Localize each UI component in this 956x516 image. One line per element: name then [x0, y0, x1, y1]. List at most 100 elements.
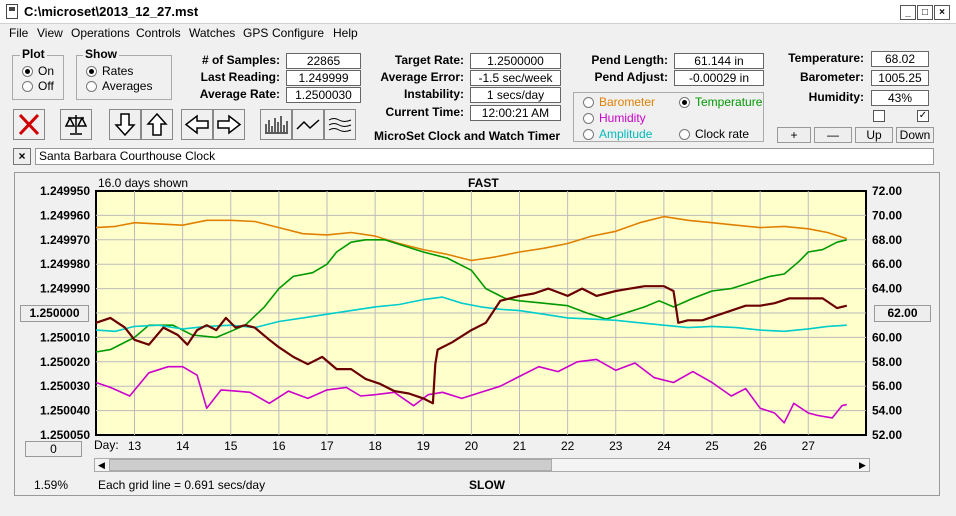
x-tick-label: 19 — [417, 439, 431, 453]
wave-graph-button[interactable] — [324, 109, 356, 140]
y-right-tick-label: 66.00 — [872, 257, 902, 271]
y-left-tick-label: 1.250050 — [40, 428, 90, 442]
samples-value: 22865 — [286, 53, 361, 69]
scroll-right-arrow-icon[interactable]: ▶ — [859, 460, 866, 470]
y-right-tick-label: 70.00 — [872, 208, 902, 222]
plot-on-radio[interactable] — [22, 66, 33, 77]
y-left-tick-label: 1.250040 — [40, 404, 90, 418]
x-tick-label: 13 — [128, 439, 142, 453]
plot-on-label: On — [38, 64, 55, 78]
scale-up-button[interactable]: Up — [855, 127, 893, 143]
temperature-radio[interactable] — [679, 97, 690, 108]
y-left-tick-label: 1.249970 — [40, 233, 90, 247]
line-graph-button[interactable] — [292, 109, 324, 140]
x-tick-label: 21 — [513, 439, 527, 453]
day-prefix-label: Day: — [94, 438, 119, 452]
menu-file[interactable]: File — [9, 26, 29, 40]
pend-adjust-value: -0.00029 in — [674, 70, 764, 86]
scroll-left-arrow-icon[interactable]: ◀ — [98, 460, 105, 470]
menu-operations[interactable]: Operations — [71, 26, 130, 40]
barometer-radio[interactable] — [583, 97, 594, 108]
x-tick-label: 26 — [753, 439, 767, 453]
scale-plus-button[interactable]: + — [777, 127, 811, 143]
average-rate-value: 1.2500030 — [286, 87, 361, 103]
menu-controls[interactable]: Controls — [136, 26, 181, 40]
series-line-temperature — [95, 239, 847, 353]
amplitude-option-label: Amplitude — [599, 127, 653, 141]
show-rates-radio[interactable] — [86, 66, 97, 77]
show-rates-label: Rates — [102, 64, 134, 78]
watch-name-field[interactable]: Santa Barbara Courthouse Clock — [35, 148, 934, 165]
menu-view[interactable]: View — [37, 26, 63, 40]
zero-button[interactable]: 0 — [25, 441, 82, 457]
current-time-value: 12:00:21 AM — [470, 105, 561, 121]
slow-label: SLOW — [469, 478, 505, 492]
horizontal-scrollbar[interactable]: ◀ ▶ — [94, 458, 870, 472]
scrollbar-thumb[interactable] — [109, 459, 552, 471]
x-tick-label: 25 — [705, 439, 719, 453]
x-tick-label: 18 — [368, 439, 382, 453]
menu-configure[interactable]: Configure — [272, 26, 325, 40]
arrow-up-button[interactable] — [141, 109, 173, 140]
x-tick-label: 17 — [320, 439, 334, 453]
left-axis-value-button[interactable]: 1.250000 — [20, 305, 89, 322]
average-error-label: Average Error: — [380, 70, 464, 84]
clock-rate-option-label: Clock rate — [695, 127, 750, 141]
minimize-button[interactable]: _ — [900, 5, 916, 20]
plot-off-radio[interactable] — [22, 81, 33, 92]
menu-help[interactable]: Help — [333, 26, 358, 40]
option-checkbox-1[interactable] — [873, 110, 885, 122]
y-left-tick-label: 1.249950 — [40, 184, 90, 198]
x-tick-label: 23 — [609, 439, 623, 453]
amplitude-radio[interactable] — [583, 129, 594, 140]
y-right-tick-label: 68.00 — [872, 233, 902, 247]
menu-gps[interactable]: GPS — [243, 26, 269, 40]
histogram-button[interactable] — [260, 109, 292, 140]
pend-length-label: Pend Length: — [591, 53, 668, 67]
scale-down-button[interactable]: Down — [896, 127, 934, 143]
pend-adjust-label: Pend Adjust: — [594, 70, 668, 84]
show-group-label: Show — [83, 47, 119, 61]
x-tick-label: 16 — [272, 439, 286, 453]
last-reading-label: Last Reading: — [200, 70, 280, 84]
clear-watch-button[interactable]: × — [13, 148, 31, 165]
arrow-down-button[interactable] — [109, 109, 141, 140]
option-checkbox-2[interactable]: ✓ — [917, 110, 929, 122]
y-right-tick-label: 72.00 — [872, 184, 902, 198]
right-axis-value-button[interactable]: 62.00 — [874, 305, 931, 322]
y-left-tick-label: 1.249980 — [40, 257, 90, 271]
maximize-button[interactable]: □ — [917, 5, 933, 20]
balance-button[interactable] — [60, 109, 92, 140]
clock-rate-radio[interactable] — [679, 129, 690, 140]
arrow-left-button[interactable] — [181, 109, 213, 140]
x-tick-label: 15 — [224, 439, 238, 453]
days-shown-label: 16.0 days shown — [98, 176, 189, 190]
wave-graph-icon — [328, 118, 352, 132]
y-right-tick-label: 58.00 — [872, 355, 902, 369]
scale-minus-button[interactable]: — — [814, 127, 852, 143]
target-rate-value: 1.2500000 — [470, 53, 561, 69]
humidity-radio[interactable] — [583, 113, 594, 124]
histogram-icon — [265, 116, 288, 134]
grid-note-label: Each grid line = 0.691 secs/day — [98, 478, 266, 492]
close-button[interactable]: × — [934, 5, 950, 20]
arrow-right-icon — [217, 114, 242, 135]
arrow-up-icon — [146, 112, 168, 136]
target-rate-label: Target Rate: — [394, 53, 464, 67]
sensor-selector — [573, 92, 764, 142]
humidity-value: 43% — [871, 90, 929, 106]
temperature-option-label: Temperature — [695, 95, 763, 109]
stop-x-icon — [18, 113, 40, 136]
arrow-right-button[interactable] — [213, 109, 245, 140]
barometer-option-label: Barometer — [599, 95, 656, 109]
window-title: C:\microset\2013_12_27.mst — [24, 4, 199, 19]
series-line-humidity — [95, 358, 847, 424]
stop-button[interactable] — [13, 109, 45, 140]
y-right-tick-label: 60.00 — [872, 330, 902, 344]
menu-watches[interactable]: Watches — [189, 26, 236, 40]
balance-scale-icon — [64, 115, 88, 135]
plot-panel: 1.249950 1.249960 1.249970 1.249980 1.249990… — [14, 172, 940, 496]
show-averages-radio[interactable] — [86, 81, 97, 92]
plot-group-label: Plot — [20, 47, 47, 61]
y-left-tick-label: 1.249960 — [40, 208, 90, 222]
